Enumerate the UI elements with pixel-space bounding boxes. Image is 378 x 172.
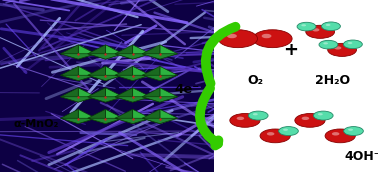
Polygon shape: [88, 66, 105, 81]
Text: +: +: [284, 41, 299, 59]
Circle shape: [343, 40, 362, 49]
Polygon shape: [115, 97, 150, 102]
Circle shape: [279, 127, 298, 136]
Polygon shape: [60, 45, 78, 59]
Circle shape: [237, 117, 244, 120]
Circle shape: [312, 28, 319, 31]
Polygon shape: [78, 66, 96, 81]
Polygon shape: [115, 45, 133, 59]
Circle shape: [326, 24, 330, 26]
Circle shape: [318, 113, 323, 115]
Circle shape: [230, 114, 260, 127]
Polygon shape: [115, 118, 150, 124]
Polygon shape: [78, 109, 96, 124]
Circle shape: [283, 129, 288, 131]
Circle shape: [321, 22, 340, 31]
Polygon shape: [115, 75, 150, 81]
Polygon shape: [142, 54, 178, 59]
Circle shape: [319, 40, 338, 49]
Polygon shape: [88, 88, 105, 102]
Polygon shape: [105, 88, 123, 102]
Polygon shape: [115, 109, 133, 124]
Polygon shape: [115, 66, 133, 81]
Polygon shape: [60, 97, 96, 102]
Text: 4OH⁻: 4OH⁻: [344, 150, 378, 163]
Polygon shape: [142, 97, 178, 102]
Circle shape: [248, 111, 268, 120]
Circle shape: [332, 132, 339, 136]
Circle shape: [328, 43, 356, 56]
Polygon shape: [60, 88, 78, 102]
Polygon shape: [160, 45, 178, 59]
Text: 2H₂O: 2H₂O: [315, 74, 350, 87]
Polygon shape: [60, 118, 96, 124]
Text: 4e⁻: 4e⁻: [175, 83, 200, 96]
Circle shape: [348, 42, 352, 44]
Polygon shape: [105, 45, 123, 59]
Circle shape: [302, 117, 309, 120]
Polygon shape: [142, 75, 178, 81]
Circle shape: [267, 132, 274, 136]
Circle shape: [301, 24, 306, 26]
FancyBboxPatch shape: [0, 0, 214, 172]
Circle shape: [253, 30, 292, 48]
Polygon shape: [133, 88, 150, 102]
FancyBboxPatch shape: [214, 0, 378, 172]
Circle shape: [260, 129, 290, 143]
Polygon shape: [78, 88, 96, 102]
Polygon shape: [105, 109, 123, 124]
Polygon shape: [142, 118, 178, 124]
Polygon shape: [133, 45, 150, 59]
Circle shape: [297, 22, 316, 31]
Polygon shape: [88, 54, 123, 59]
Polygon shape: [115, 54, 150, 59]
Polygon shape: [78, 45, 96, 59]
Polygon shape: [88, 75, 123, 81]
Polygon shape: [142, 45, 160, 59]
Circle shape: [348, 129, 353, 131]
Polygon shape: [142, 109, 160, 124]
Circle shape: [313, 111, 333, 120]
Text: O₂: O₂: [247, 74, 263, 87]
Circle shape: [218, 30, 257, 48]
Text: α-MnO₂: α-MnO₂: [13, 119, 59, 129]
Polygon shape: [160, 66, 178, 81]
Circle shape: [262, 34, 271, 38]
Polygon shape: [60, 54, 96, 59]
Polygon shape: [105, 66, 123, 81]
Circle shape: [306, 25, 335, 38]
Polygon shape: [115, 88, 133, 102]
Circle shape: [295, 114, 325, 127]
Circle shape: [325, 129, 355, 143]
Polygon shape: [142, 88, 160, 102]
Polygon shape: [60, 66, 78, 81]
Polygon shape: [133, 109, 150, 124]
Polygon shape: [160, 109, 178, 124]
Polygon shape: [88, 118, 123, 124]
Circle shape: [334, 46, 341, 50]
Polygon shape: [133, 66, 150, 81]
Polygon shape: [88, 109, 105, 124]
Polygon shape: [60, 109, 78, 124]
Polygon shape: [160, 88, 178, 102]
Circle shape: [323, 42, 328, 44]
Circle shape: [344, 127, 363, 136]
Polygon shape: [60, 75, 96, 81]
Polygon shape: [88, 97, 123, 102]
Polygon shape: [142, 66, 160, 81]
Polygon shape: [88, 45, 105, 59]
Circle shape: [253, 113, 258, 115]
Circle shape: [227, 34, 237, 38]
